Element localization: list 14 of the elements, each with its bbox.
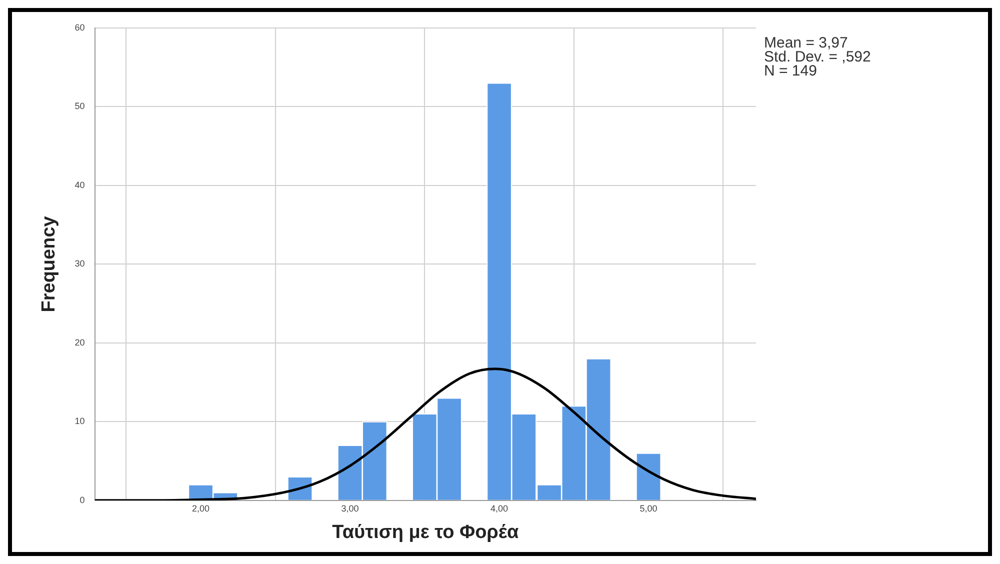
y-tick-label: 40	[74, 180, 85, 190]
y-tick-label: 0	[80, 494, 85, 505]
x-tick-label: 4,00	[490, 503, 508, 514]
y-axis-title: Frequency	[38, 216, 60, 312]
y-tick-label: 30	[74, 258, 85, 269]
x-tick-label: 3,00	[341, 503, 359, 514]
x-tick-label: 2,00	[192, 503, 210, 514]
x-tick-label: 5,00	[640, 503, 658, 514]
y-tick-label: 10	[74, 416, 85, 426]
y-tick-label: 50	[74, 101, 85, 112]
frame: Ταύτιση με το Φορέα Frequency 2,00 3,00 4,00 5,00 0 10 20 30 40 50 60 Mean = 3,97 Std. Dev. = ,592 N = 149	[8, 8, 992, 556]
x-axis-title: Ταύτιση με το Φορέα	[332, 522, 519, 543]
y-tick-label: 60	[74, 22, 85, 32]
y-tick-label: 20	[74, 337, 85, 348]
